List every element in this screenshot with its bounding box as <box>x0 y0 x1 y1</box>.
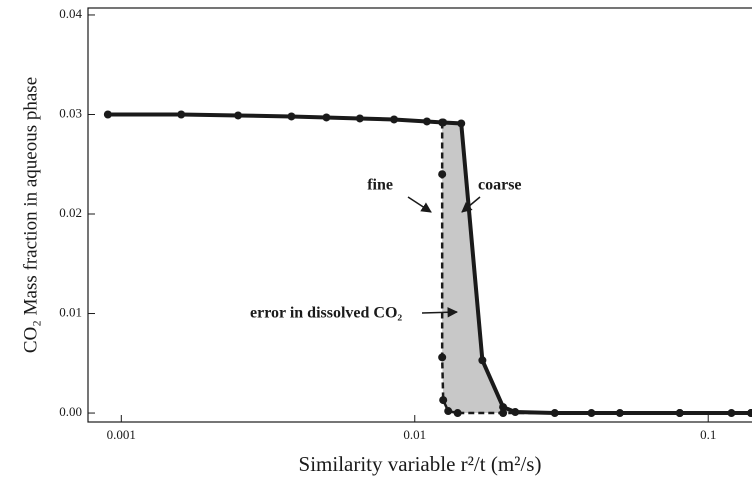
plot-frame <box>87 7 752 423</box>
data-point <box>390 115 399 124</box>
arrow <box>407 196 432 213</box>
data-point <box>103 110 112 119</box>
x-tick-label: 0.01 <box>403 427 426 442</box>
arrow <box>421 307 459 318</box>
data-point <box>287 112 296 121</box>
y-tick-label: 0.04 <box>59 6 82 21</box>
data-point <box>422 117 431 126</box>
data-point <box>478 356 487 365</box>
data-point <box>550 409 559 418</box>
error-area <box>442 122 516 414</box>
annotation: coarse <box>478 177 522 194</box>
y-tick-label: 0.01 <box>59 305 82 320</box>
data-point <box>234 111 243 120</box>
x-tick-label: 0.1 <box>700 427 716 442</box>
arrow <box>461 196 481 213</box>
annotation: error in dissolved CO₂ <box>250 305 402 322</box>
y-tick-label: 0.00 <box>59 404 82 419</box>
y-tick-label: 0.03 <box>59 105 82 120</box>
data-point <box>322 113 331 122</box>
data-point <box>587 409 596 418</box>
data-point <box>675 409 684 418</box>
x-axis-label: Similarity variable r²/t (m²/s) <box>299 452 542 476</box>
data-point <box>499 409 508 418</box>
data-point <box>444 407 453 416</box>
data-point <box>453 409 462 418</box>
series-line <box>440 122 752 415</box>
x-tick-label: 0.001 <box>107 427 136 442</box>
data-point <box>439 396 448 405</box>
data-point <box>177 110 186 119</box>
data-point <box>438 118 447 127</box>
data-point <box>438 353 447 362</box>
y-axis-label: CO₂ Mass fraction in aqueous phase <box>20 77 41 353</box>
data-point <box>355 114 364 123</box>
annotation: fine <box>367 177 393 194</box>
y-tick-label: 0.02 <box>59 205 82 220</box>
data-point <box>457 119 466 128</box>
data-point <box>438 170 447 179</box>
data-point <box>747 409 752 418</box>
series-line <box>107 112 752 416</box>
data-point <box>499 403 508 412</box>
